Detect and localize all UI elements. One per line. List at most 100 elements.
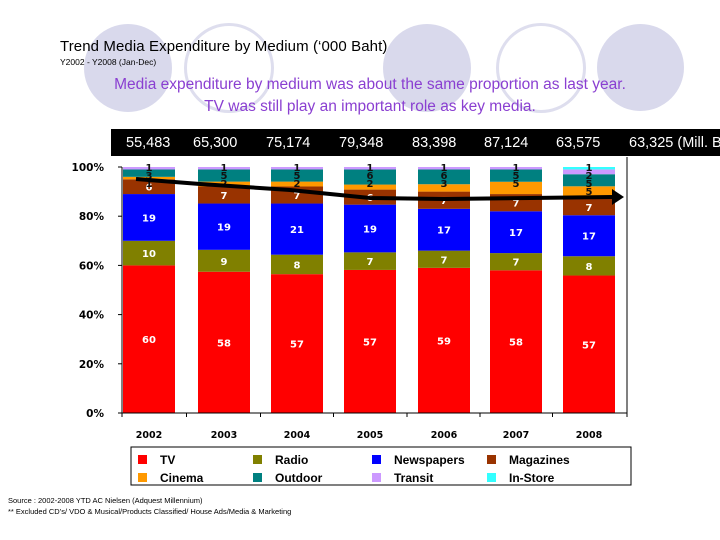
data-label-magazines-2006: 7 <box>441 196 448 207</box>
trend-arrowhead-icon <box>612 189 624 205</box>
x-tick-label-2007: 2007 <box>503 430 529 441</box>
bar-segment-tv-2005 <box>344 269 396 413</box>
y-tick-label: 80% <box>79 211 105 223</box>
decor-circle-3 <box>383 24 471 112</box>
bar-segment-outdoor-2006 <box>418 169 470 185</box>
decor-circle-2 <box>184 23 274 113</box>
data-label-radio-2002: 10 <box>142 249 156 260</box>
axes-group: 0% 20% 40% 60% 80% 100% 2002 2003 2004 2005 2006 20… <box>72 157 628 441</box>
headline: Media expenditure by medium was about th… <box>40 74 700 118</box>
data-label-radio-2004: 8 <box>294 260 301 271</box>
decor-circle-4 <box>496 23 586 113</box>
bar-segment-radio-2007 <box>490 253 542 271</box>
x-tick-label-2008: 2008 <box>576 430 603 441</box>
page-subtitle: Y2002 - Y2008 (Jan-Dec) <box>60 57 157 67</box>
y-tick-label: 0% <box>86 408 104 420</box>
data-label-magazines-2003: 7 <box>221 191 228 202</box>
total-2003: 65,300 <box>193 135 238 151</box>
bar-segment-cinema-2007 <box>490 181 542 195</box>
data-label-radio-2006: 7 <box>441 255 448 266</box>
total-2007: 87,124 <box>484 135 529 151</box>
data-label-outdoor-2005: 6 <box>367 171 374 182</box>
bar-segment-radio-2003 <box>198 249 250 272</box>
bar-segment-outdoor-2004 <box>271 169 323 182</box>
x-tick-label-2006: 2006 <box>431 430 458 441</box>
data-label-radio-2007: 7 <box>513 258 520 269</box>
data-label-cinema-2004: 2 <box>294 179 301 190</box>
headline-line-2: TV was still play an important role as k… <box>204 98 536 115</box>
bar-segment-radio-2004 <box>271 254 323 275</box>
bar-segment-outdoor-2005 <box>344 169 396 185</box>
bar-segment-magazines-2008 <box>563 198 615 216</box>
bar-segment-tv-2004 <box>271 274 323 413</box>
y-tick-label: 20% <box>79 359 105 371</box>
legend-label-transit: Transit <box>394 471 433 485</box>
legend-label-outdoor: Outdoor <box>275 471 323 485</box>
data-label-magazines-2007: 7 <box>513 199 520 210</box>
data-label-newspapers-2005: 19 <box>363 225 377 236</box>
data-label-cinema-2006: 3 <box>441 179 448 190</box>
x-tick-label-2002: 2002 <box>136 430 162 441</box>
bar-segment-newspapers-2006 <box>418 208 470 251</box>
data-label-tv-2003: 58 <box>217 338 231 349</box>
data-label-newspapers-2004: 21 <box>290 225 304 236</box>
bar-segment-tv-2008 <box>563 275 615 413</box>
legend-swatch-transit <box>372 473 381 482</box>
bar-segment-in-store-2008 <box>563 167 615 170</box>
data-label-tv-2002: 60 <box>142 335 156 346</box>
total-2008: 63,575 <box>556 135 601 151</box>
bar-segment-transit-2003 <box>198 167 250 170</box>
data-label-magazines-2002: 6 <box>146 183 153 194</box>
total-2005: 79,348 <box>339 135 384 151</box>
legend-swatch-newspapers <box>372 455 381 464</box>
bar-segment-outdoor-2003 <box>198 169 250 182</box>
data-label-outdoor-2006: 6 <box>441 171 448 182</box>
exclusion-note: ** Excluded CD’s/ VDO & Musical/Products… <box>8 507 292 516</box>
legend-swatch-radio <box>253 455 262 464</box>
data-label-outdoor-2003: 5 <box>221 171 228 182</box>
data-label-cinema-2007: 5 <box>513 179 520 190</box>
total-2002: 55,483 <box>126 135 171 151</box>
x-tick-label-2003: 2003 <box>211 430 237 441</box>
legend-label-tv: TV <box>160 453 175 467</box>
decor-circle-1 <box>84 24 172 112</box>
segment-labels-group: 6010196131589197152578217152577196162597… <box>142 163 596 351</box>
data-label-radio-2008: 8 <box>586 262 593 273</box>
data-label-outdoor-2002: 3 <box>146 171 153 182</box>
data-label-newspapers-2003: 19 <box>217 223 231 234</box>
y-tick-label: 60% <box>79 260 105 272</box>
bar-segment-magazines-2003 <box>198 186 250 204</box>
source-note: Source : 2002-2008 YTD AC Nielsen (Adque… <box>8 496 203 505</box>
legend-swatch-in-store <box>487 473 496 482</box>
bar-segment-newspapers-2005 <box>344 204 396 253</box>
data-label-newspapers-2007: 17 <box>509 228 523 239</box>
legend-label-cinema: Cinema <box>160 471 204 485</box>
bar-segment-transit-2002 <box>123 167 175 170</box>
bars-group <box>123 167 615 413</box>
y-tick-label: 40% <box>79 310 105 322</box>
total-2004: 75,174 <box>266 135 311 151</box>
data-label-transit-2008: 2 <box>586 171 593 182</box>
trend-arrow-group <box>135 177 624 205</box>
bar-segment-newspapers-2008 <box>563 215 615 257</box>
bar-segment-tv-2007 <box>490 270 542 413</box>
total-unit: 63,325 (Mill. Baht) <box>629 135 720 151</box>
bar-segment-cinema-2006 <box>418 184 470 192</box>
legend-label-radio: Radio <box>275 453 308 467</box>
data-label-outdoor-2008: 5 <box>586 179 593 190</box>
bar-segment-transit-2004 <box>271 167 323 170</box>
bar-segment-outdoor-2002 <box>123 169 175 177</box>
data-label-cinema-2005: 2 <box>367 179 374 190</box>
bar-segment-newspapers-2002 <box>123 194 175 241</box>
headline-line-1: Media expenditure by medium was about th… <box>114 76 626 93</box>
data-label-outdoor-2007: 5 <box>513 171 520 182</box>
data-label-magazines-2004: 7 <box>294 191 301 202</box>
total-2006: 83,398 <box>412 135 457 151</box>
bar-segment-tv-2002 <box>123 265 175 413</box>
bar-segment-newspapers-2004 <box>271 203 323 255</box>
data-label-transit-2005: 1 <box>367 163 374 174</box>
trend-line <box>135 177 613 202</box>
data-label-newspapers-2006: 17 <box>437 226 451 237</box>
x-tick-label-2004: 2004 <box>284 430 311 441</box>
